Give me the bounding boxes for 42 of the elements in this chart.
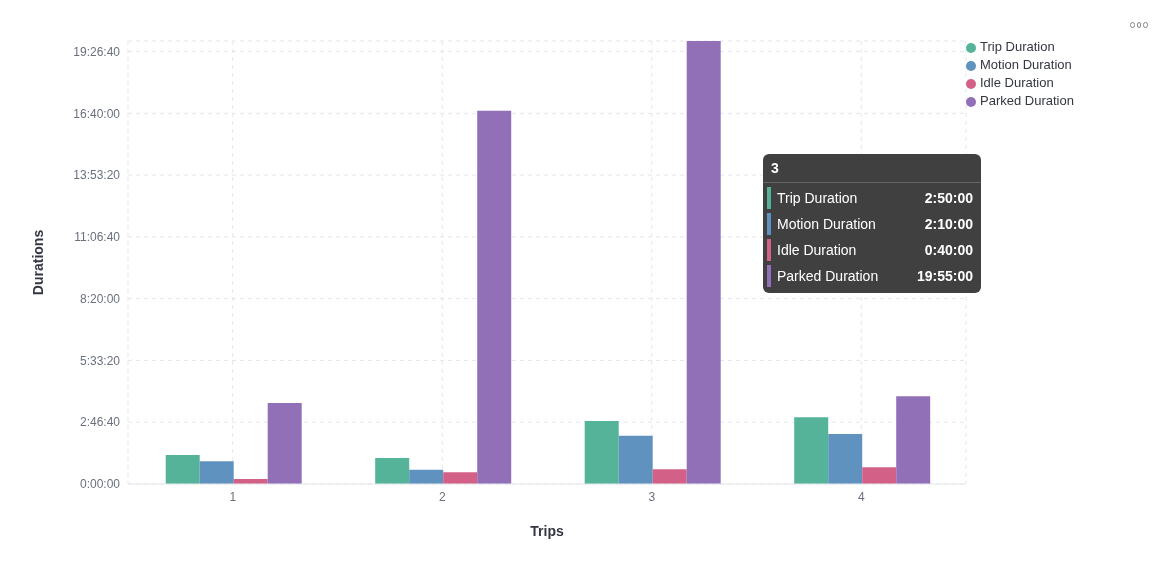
annotation: Trip Duration	[777, 190, 859, 206]
bar	[652, 469, 687, 484]
annotation: 19:55:00	[916, 268, 973, 284]
y-axis-title: Durations	[29, 229, 46, 296]
legend-label: Parked Duration	[980, 93, 1074, 108]
y-tick-label: 8:20:00	[79, 291, 121, 306]
x-tick-label: 2	[438, 489, 446, 504]
annotation: 2:50:00	[924, 190, 973, 206]
x-tick-label: 3	[648, 489, 656, 504]
bar	[199, 461, 234, 484]
y-tick-label: 5:33:20	[79, 353, 121, 368]
annotation: Parked Duration	[777, 268, 880, 284]
bar	[477, 110, 512, 484]
bar	[267, 403, 302, 484]
bar	[165, 454, 200, 484]
x-axis-title: Trips	[530, 523, 564, 539]
legend-label: Trip Duration	[980, 39, 1055, 54]
legend-label: Motion Duration	[980, 57, 1072, 72]
y-tick-label: 0:00:00	[79, 477, 121, 492]
bar	[375, 458, 410, 484]
annotation: 0:40:00	[924, 242, 973, 258]
bar	[896, 396, 931, 484]
bar	[828, 433, 863, 484]
bar	[618, 435, 653, 484]
bar	[443, 472, 478, 484]
annotation: Idle Duration	[777, 242, 858, 258]
y-tick-label: 2:46:40	[79, 415, 121, 430]
bar	[794, 417, 829, 484]
bar	[686, 41, 721, 484]
annotation: 3	[763, 158, 981, 183]
bar	[584, 420, 619, 484]
x-tick-label: 4	[857, 489, 865, 504]
bar	[409, 469, 444, 484]
x-tick-label: 1	[229, 489, 237, 504]
annotation: 2:10:00	[924, 216, 973, 232]
y-tick-label: 13:53:20	[73, 168, 121, 183]
y-tick-label: 16:40:00	[73, 106, 121, 121]
legend-label: Idle Duration	[980, 75, 1054, 90]
bar	[862, 467, 897, 484]
annotation: Motion Duration	[777, 216, 877, 232]
y-tick-label: 11:06:40	[74, 230, 121, 245]
y-tick-label: 19:26:40	[73, 44, 121, 59]
